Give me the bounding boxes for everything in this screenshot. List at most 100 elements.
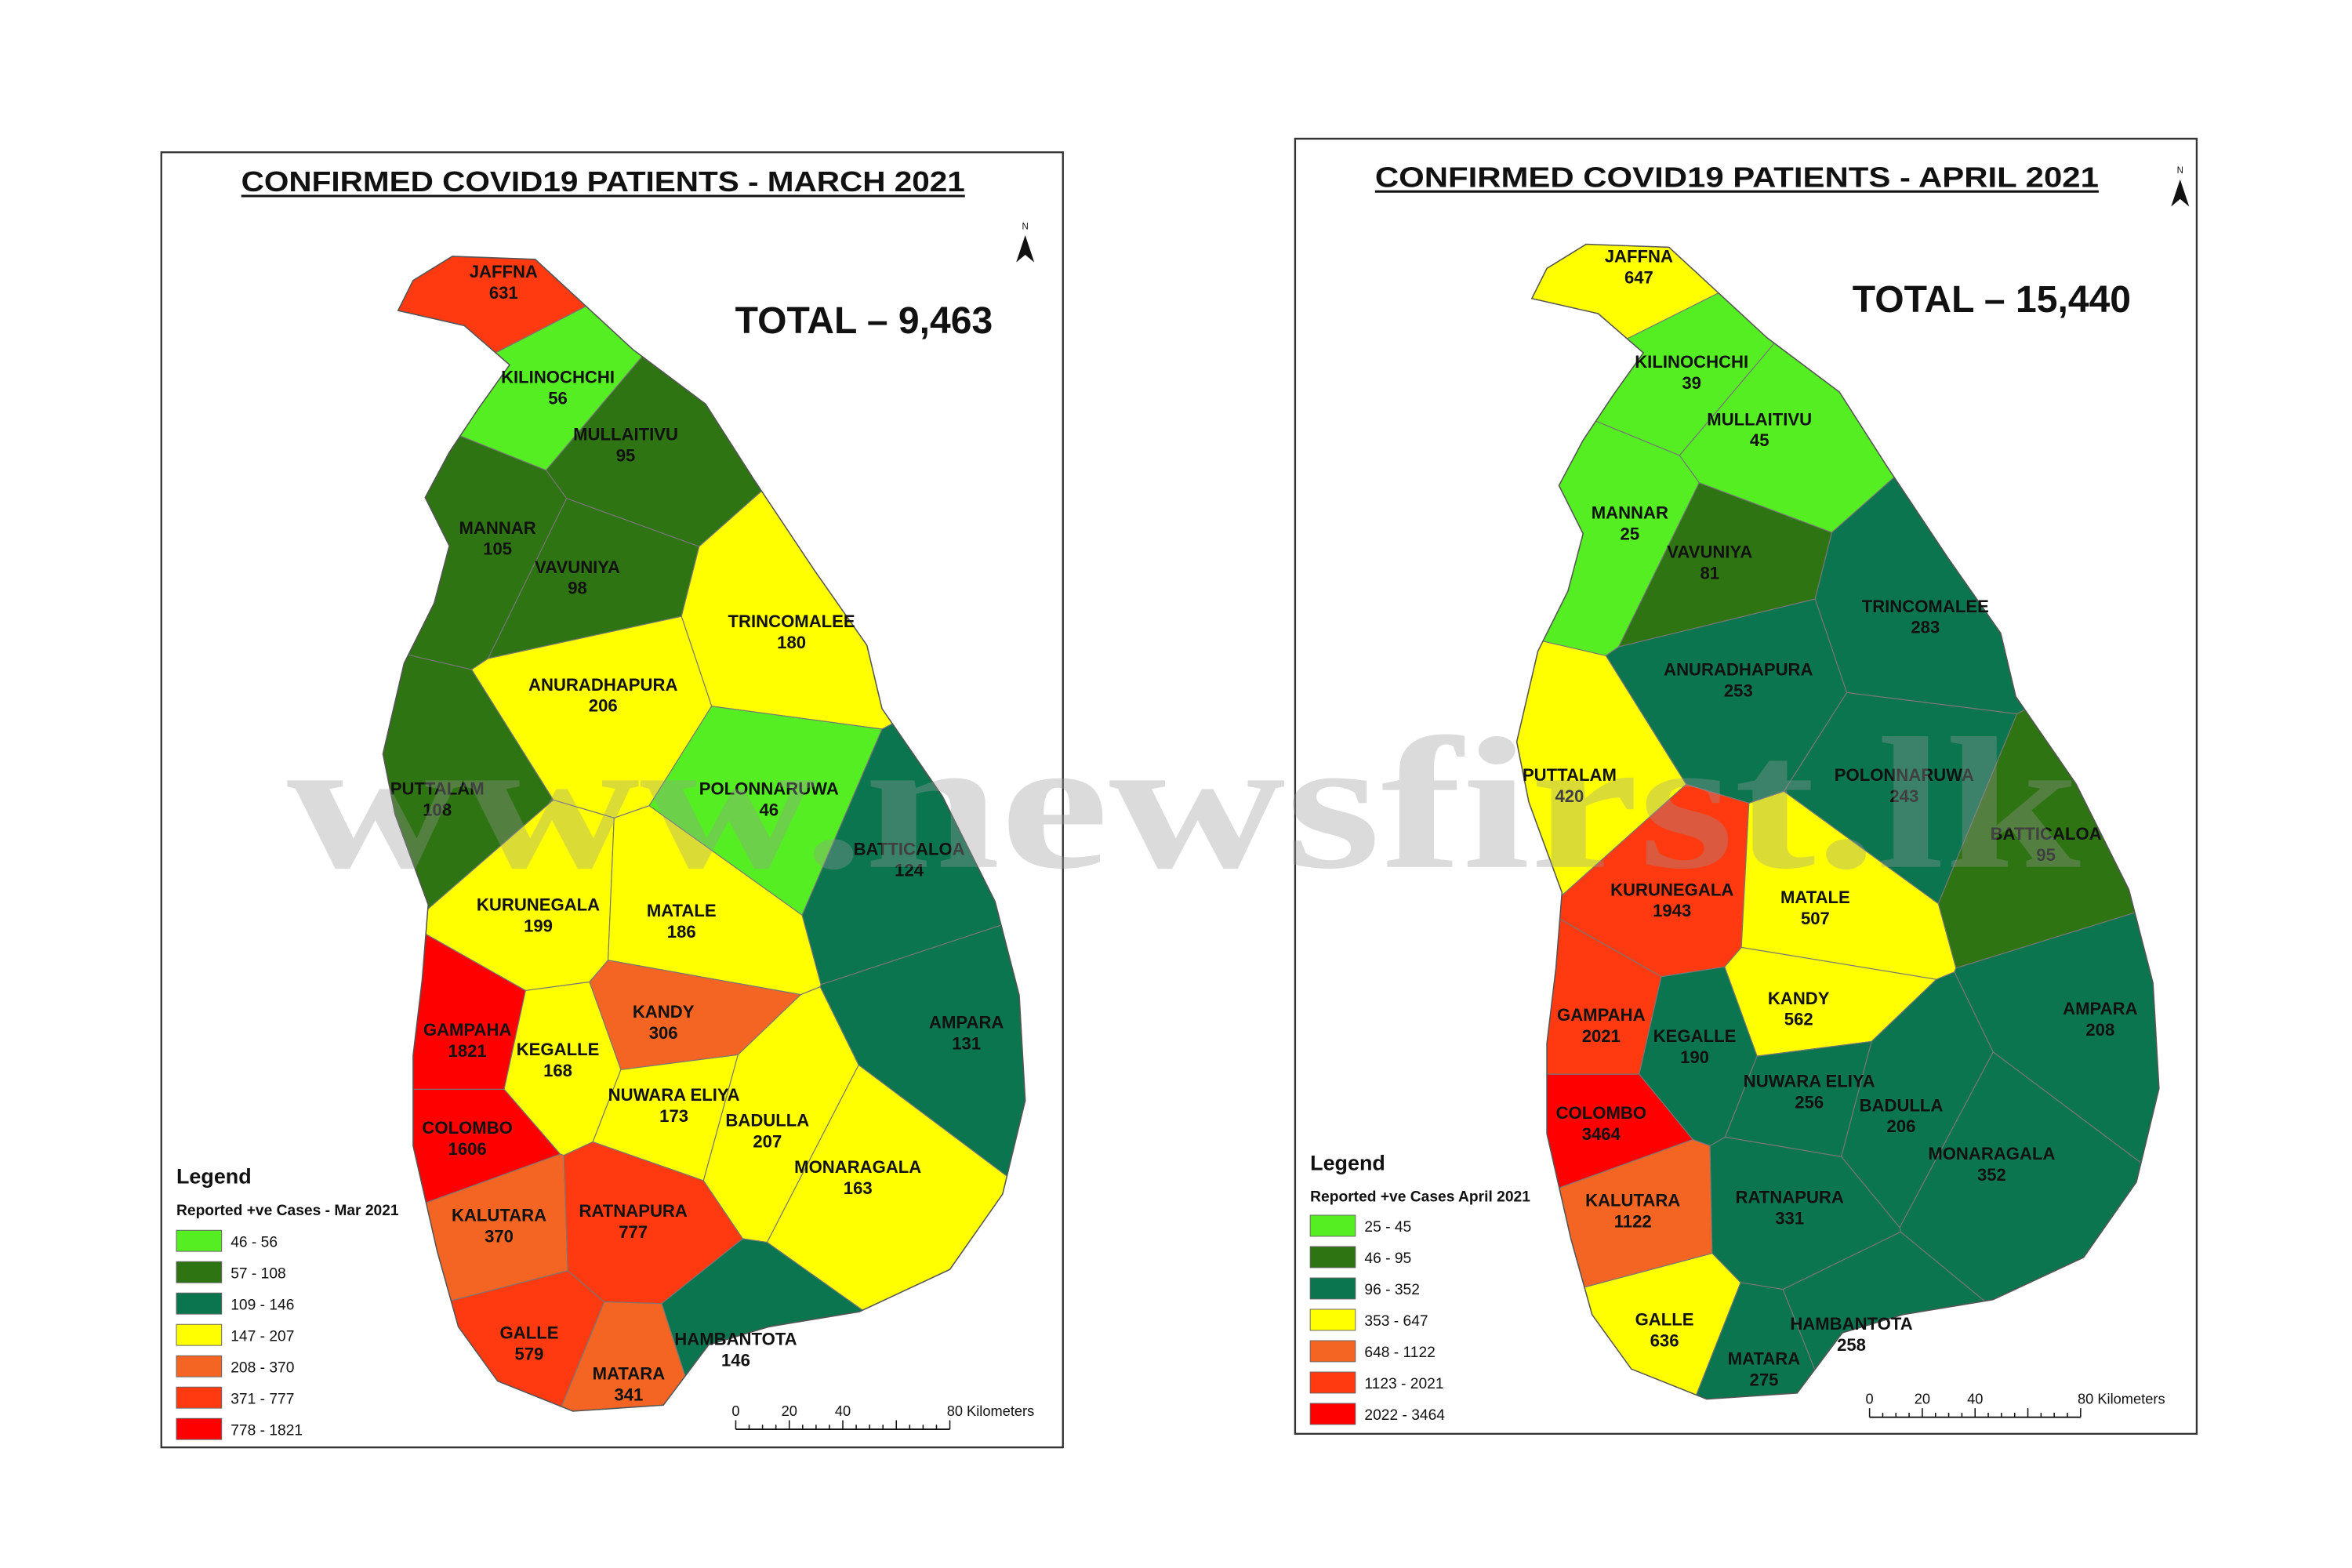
legend-label: 1123 - 2021 (1364, 1376, 1443, 1392)
district-name: AMPARA (2063, 999, 2137, 1018)
district-value: 163 (844, 1178, 873, 1198)
district-value: 39 (1682, 373, 1701, 393)
district-value: 631 (489, 283, 518, 303)
district-name: MATALE (1780, 887, 1850, 907)
legend-swatch (176, 1229, 223, 1252)
legend-title: Legend (176, 1165, 252, 1189)
district-value: 370 (485, 1227, 514, 1247)
legend-swatch (176, 1417, 223, 1440)
district-name: KANDY (633, 1002, 695, 1022)
district-name: BADULLA (725, 1111, 809, 1131)
legend-label: 57 - 108 (230, 1265, 286, 1282)
district-name: MULLAITIVU (573, 425, 678, 445)
district-area (1516, 583, 1687, 945)
district-name: COLOMBO (1556, 1103, 1646, 1123)
legend-swatch (1309, 1214, 1356, 1237)
district-name: MANNAR (1592, 503, 1668, 523)
district-value: 208 (2085, 1020, 2114, 1040)
district-value: 168 (543, 1061, 572, 1080)
district-name: MULLAITIVU (1707, 409, 1812, 429)
legend-label: 46 - 56 (230, 1234, 278, 1250)
district-value: 108 (423, 800, 452, 819)
north-label: N (2177, 166, 2183, 176)
district-value: 258 (1837, 1335, 1866, 1355)
district-value: 105 (483, 539, 512, 559)
legend-label: 208 - 370 (230, 1359, 294, 1376)
district-name: MATARA (593, 1364, 666, 1384)
north-arrow (1016, 235, 1035, 263)
district-name: KANDY (1768, 989, 1830, 1008)
district-name: JAFFNA (470, 262, 538, 281)
legend-swatch (1309, 1308, 1356, 1331)
district-name: HAMBANTOTA (674, 1329, 797, 1348)
island-outline (382, 256, 1026, 1412)
district-value: 81 (1700, 563, 1719, 583)
district-value: 420 (1555, 786, 1584, 806)
scale-label: 20 (782, 1403, 797, 1419)
district-name: BATTICALOA (1991, 824, 2102, 844)
district-value: 1943 (1653, 901, 1691, 920)
district-value: 190 (1680, 1047, 1709, 1067)
district-name: HAMBANTOTA (1790, 1314, 1912, 1334)
district-name: KEGALLE (1653, 1026, 1737, 1046)
legend-subtitle: Reported +ve Cases - Mar 2021 (176, 1203, 399, 1219)
district-value: 98 (568, 579, 587, 598)
district-name: VAVUNIYA (535, 557, 620, 577)
scale-label: 80 Kilometers (2078, 1390, 2165, 1406)
district-name: MONARAGALA (794, 1157, 921, 1177)
scale-label: 0 (1866, 1390, 1874, 1406)
scale-label: 40 (835, 1403, 851, 1419)
district-name: ANURADHAPURA (1664, 660, 1813, 680)
watermark: www.newsfirst.lk (286, 699, 2081, 908)
legend-swatch (1309, 1371, 1356, 1394)
district-value: 507 (1801, 909, 1830, 928)
scale-label: 20 (1915, 1390, 1930, 1406)
district-value: 352 (1977, 1165, 2006, 1185)
district-name: POLONNARUWA (699, 779, 839, 798)
district-value: 3464 (1582, 1124, 1621, 1144)
district-value: 256 (1795, 1092, 1824, 1112)
district-name: RATNAPURA (579, 1201, 687, 1221)
north-arrow (2171, 179, 2190, 207)
district-value: 331 (1775, 1209, 1804, 1229)
legend-label: 353 - 647 (1364, 1313, 1428, 1330)
district-name: KURUNEGALA (477, 895, 600, 915)
district-value: 1821 (448, 1041, 487, 1061)
district-value: 173 (659, 1106, 688, 1126)
legend-label: 147 - 207 (230, 1328, 294, 1345)
district-name: POLONNARUWA (1835, 765, 1974, 785)
scale-label: 80 Kilometers (947, 1403, 1035, 1419)
district-value: 45 (1750, 430, 1769, 450)
district-value: 777 (619, 1222, 648, 1242)
map-title: CONFIRMED COVID19 PATIENTS - APRIL 2021 (1375, 161, 2099, 193)
legend-swatch (176, 1355, 223, 1377)
legend-label: 371 - 777 (230, 1391, 294, 1407)
legend-label: 778 - 1821 (230, 1422, 303, 1439)
legend-label: 2022 - 3464 (1364, 1407, 1445, 1424)
district-name: MATARA (1728, 1348, 1801, 1368)
district-value: 1122 (1614, 1211, 1652, 1231)
district-value: 131 (952, 1033, 981, 1053)
legend-label: 109 - 146 (230, 1297, 294, 1313)
scale-label: 40 (1967, 1390, 1983, 1406)
district-name: BADULLA (1860, 1095, 1944, 1115)
district-value: 243 (1889, 786, 1918, 806)
legend-swatch (176, 1292, 223, 1315)
district-value: 283 (1911, 618, 1940, 637)
district-name: GAMPAHA (423, 1020, 512, 1040)
total-count: TOTAL – 9,463 (735, 299, 993, 342)
district-value: 25 (1621, 524, 1640, 543)
district-name: KILINOCHCHI (1635, 352, 1748, 372)
scale-label: 0 (731, 1403, 739, 1419)
district-value: 180 (777, 633, 806, 652)
district-value: 2021 (1582, 1026, 1621, 1046)
island-outline (1515, 243, 2160, 1400)
district-value: 647 (1624, 268, 1653, 288)
district-name: BATTICALOA (854, 839, 965, 858)
district-name: KILINOCHCHI (501, 367, 615, 387)
district-name: KURUNEGALA (1610, 880, 1733, 899)
district-value: 579 (515, 1345, 544, 1364)
district-name: GALLE (500, 1323, 559, 1343)
district-name: VAVUNIYA (1667, 543, 1752, 562)
